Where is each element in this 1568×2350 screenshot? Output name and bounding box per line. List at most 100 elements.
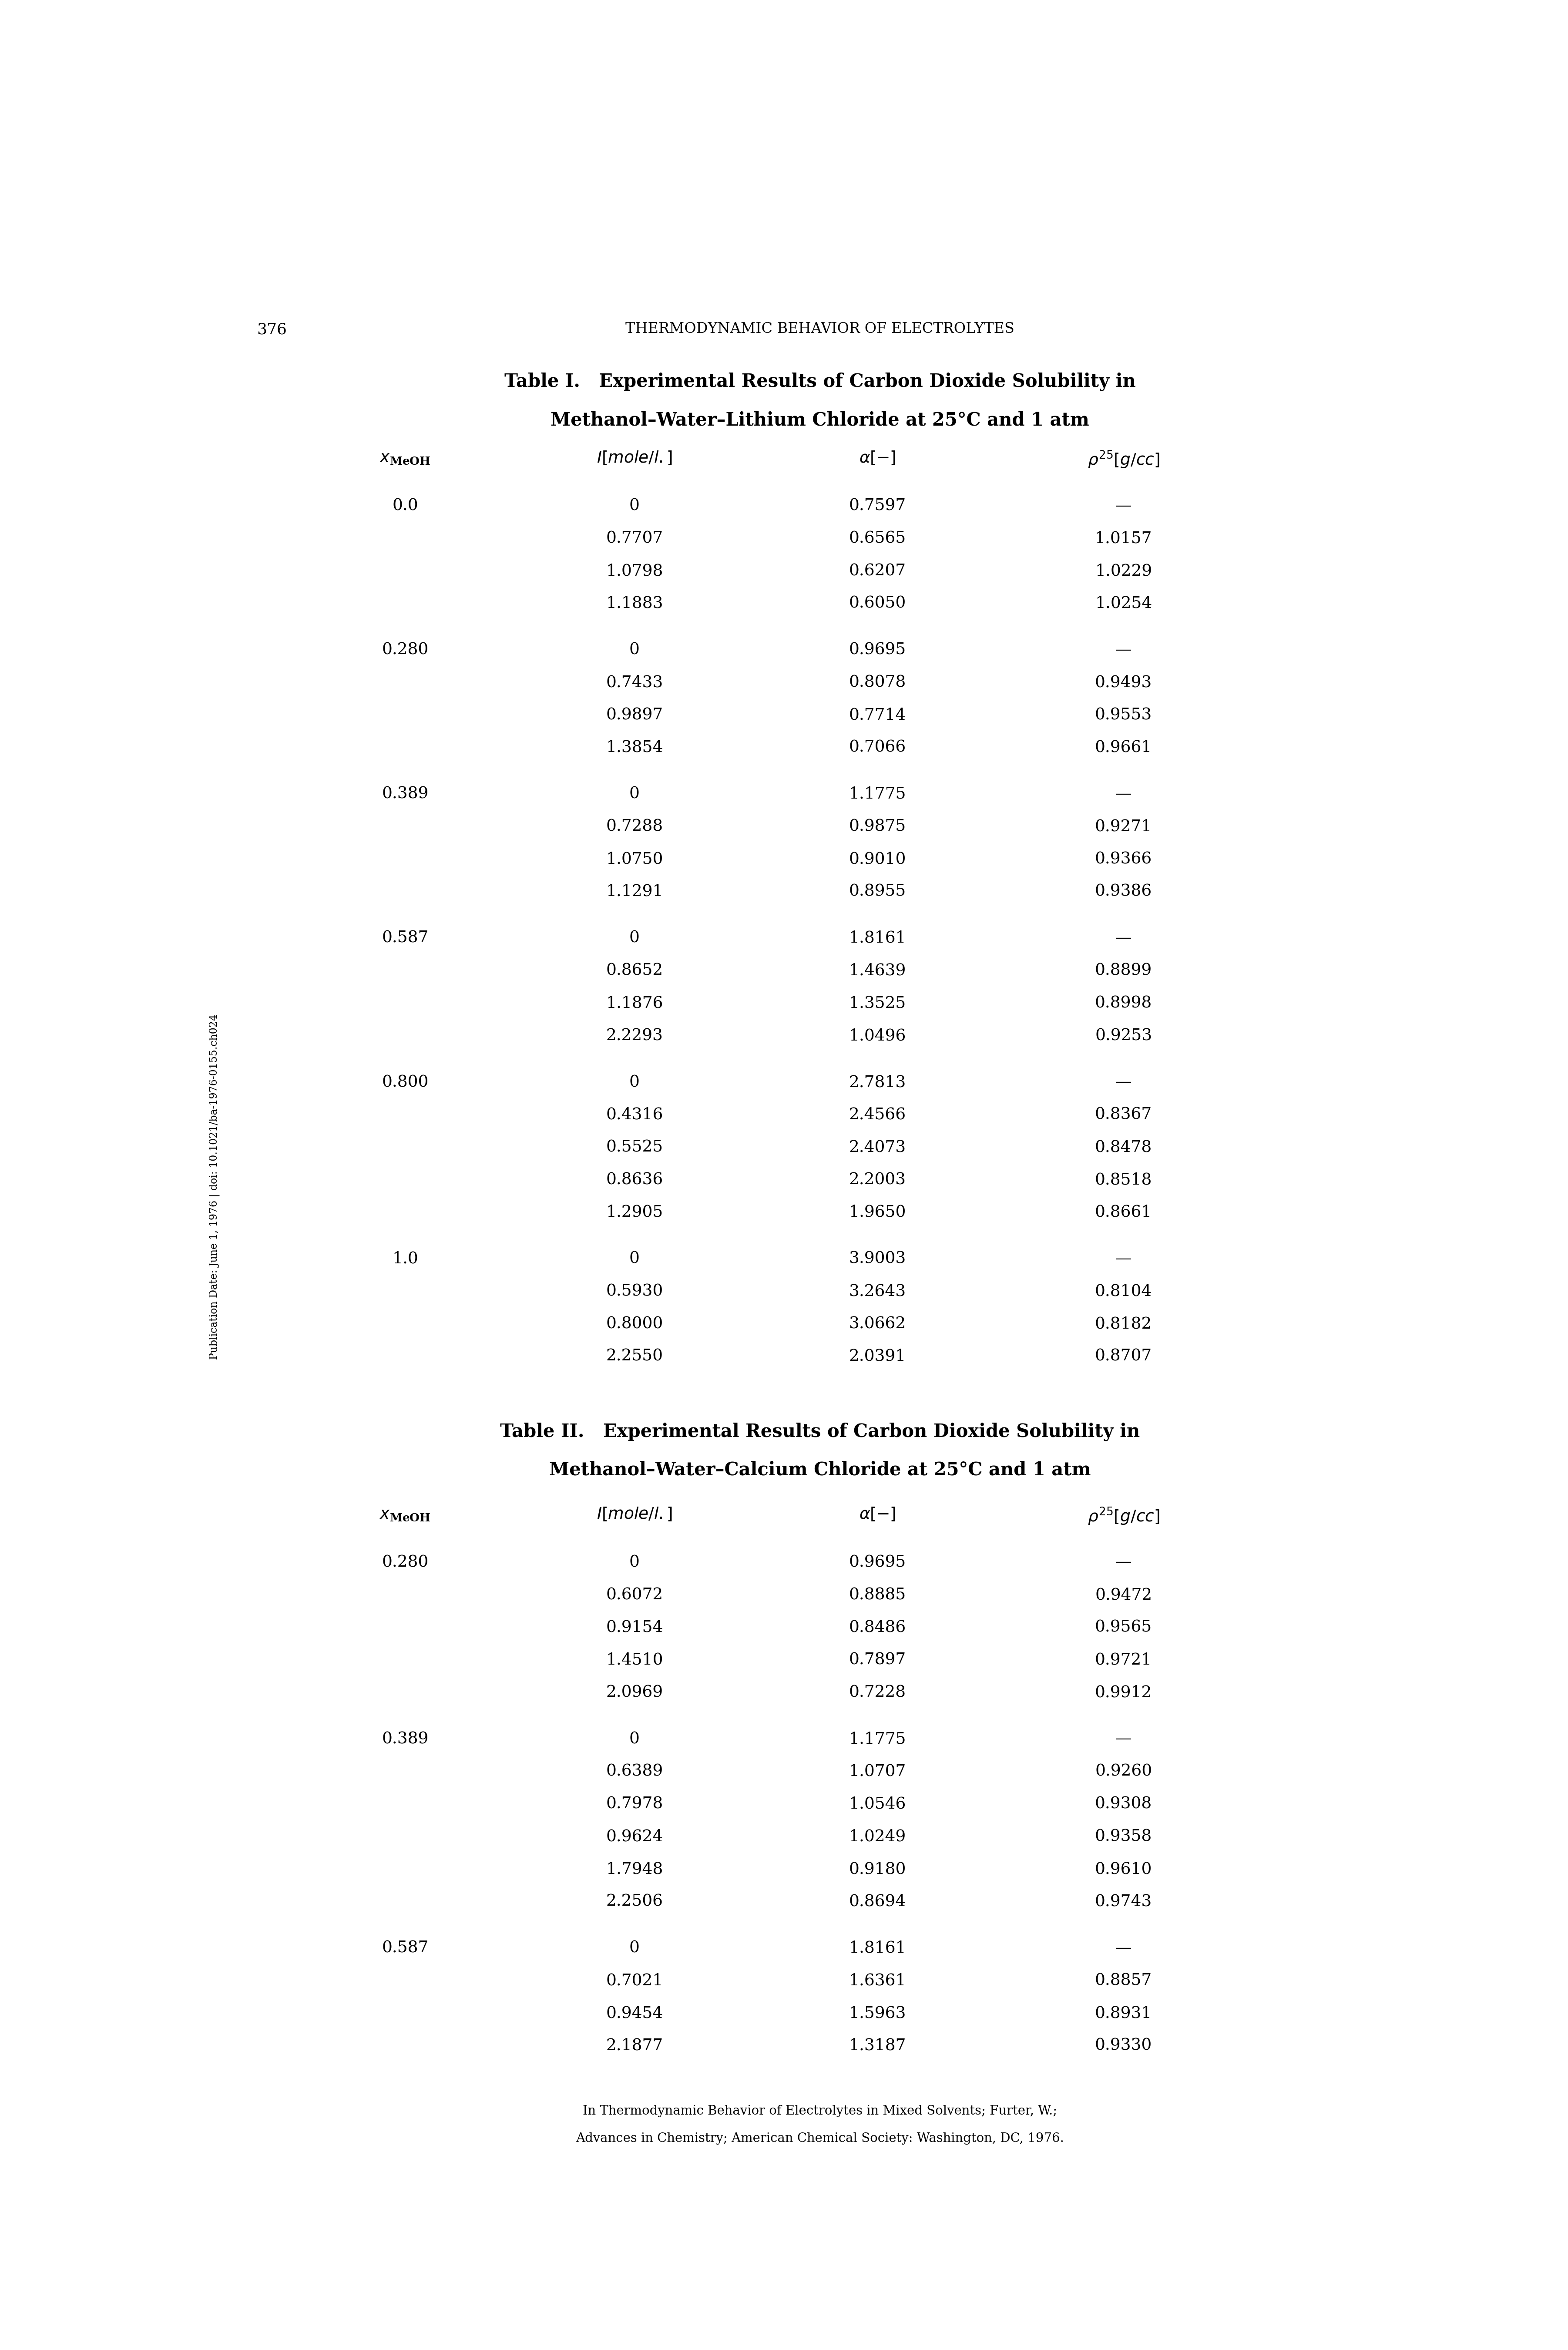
- Text: 0.9010: 0.9010: [848, 851, 906, 867]
- Text: 2.0969: 2.0969: [605, 1685, 663, 1701]
- Text: 376: 376: [257, 322, 287, 336]
- Text: 0.8707: 0.8707: [1094, 1349, 1152, 1365]
- Text: 1.0229: 1.0229: [1094, 564, 1152, 578]
- Text: 0.7897: 0.7897: [848, 1652, 906, 1668]
- Text: —: —: [1115, 498, 1132, 515]
- Text: 0.9260: 0.9260: [1094, 1765, 1152, 1779]
- Text: 1.1775: 1.1775: [848, 787, 906, 801]
- Text: Publication Date: June 1, 1976 | doi: 10.1021/ba-1976-0155.ch024: Publication Date: June 1, 1976 | doi: 10…: [209, 1013, 220, 1361]
- Text: Table II.   Experimental Results of Carbon Dioxide Solubility in: Table II. Experimental Results of Carbon…: [500, 1422, 1140, 1441]
- Text: 1.8161: 1.8161: [848, 931, 906, 947]
- Text: 0.8652: 0.8652: [605, 964, 663, 978]
- Text: 0.9366: 0.9366: [1094, 851, 1152, 867]
- Text: 0.7597: 0.7597: [848, 498, 906, 515]
- Text: 0.8000: 0.8000: [605, 1316, 663, 1332]
- Text: 0.9454: 0.9454: [605, 2005, 663, 2021]
- Text: $\alpha[-]$: $\alpha[-]$: [859, 1506, 895, 1523]
- Text: 1.5963: 1.5963: [848, 2005, 906, 2021]
- Text: 0.0: 0.0: [392, 498, 419, 515]
- Text: —: —: [1115, 1941, 1132, 1955]
- Text: 1.0249: 1.0249: [848, 1828, 906, 1845]
- Text: 0.5525: 0.5525: [605, 1140, 663, 1156]
- Text: 0: 0: [629, 1556, 640, 1570]
- Text: 0: 0: [629, 1941, 640, 1955]
- Text: 0.6050: 0.6050: [848, 595, 906, 611]
- Text: 0: 0: [629, 787, 640, 801]
- Text: In Thermodynamic Behavior of Electrolytes in Mixed Solvents; Furter, W.;: In Thermodynamic Behavior of Electrolyte…: [583, 2106, 1057, 2117]
- Text: 0.9553: 0.9553: [1094, 707, 1152, 724]
- Text: 0.9493: 0.9493: [1094, 674, 1152, 691]
- Text: —: —: [1115, 1732, 1132, 1746]
- Text: 1.0750: 1.0750: [605, 851, 663, 867]
- Text: 0.8182: 0.8182: [1094, 1316, 1152, 1332]
- Text: 0.587: 0.587: [381, 1941, 428, 1955]
- Text: $I[mole/l.]$: $I[mole/l.]$: [596, 1506, 673, 1523]
- Text: 2.4073: 2.4073: [848, 1140, 906, 1156]
- Text: 1.1775: 1.1775: [848, 1732, 906, 1746]
- Text: 2.7813: 2.7813: [848, 1074, 906, 1090]
- Text: 1.1876: 1.1876: [605, 996, 663, 1010]
- Text: 0.8486: 0.8486: [848, 1619, 906, 1636]
- Text: —: —: [1115, 642, 1132, 658]
- Text: 1.3525: 1.3525: [848, 996, 906, 1010]
- Text: 0.9721: 0.9721: [1094, 1652, 1152, 1668]
- Text: 0.6565: 0.6565: [848, 531, 906, 545]
- Text: 2.1877: 2.1877: [605, 2037, 663, 2054]
- Text: 0.8078: 0.8078: [848, 674, 906, 691]
- Text: 0.9695: 0.9695: [848, 642, 906, 658]
- Text: 0.9180: 0.9180: [848, 1861, 906, 1878]
- Text: 0.9875: 0.9875: [848, 818, 906, 834]
- Text: 1.1291: 1.1291: [605, 884, 663, 900]
- Text: 0.6072: 0.6072: [605, 1586, 663, 1603]
- Text: 2.2506: 2.2506: [605, 1894, 663, 1911]
- Text: $\rho^{25}[g/cc]$: $\rho^{25}[g/cc]$: [1088, 449, 1160, 470]
- Text: 0.9695: 0.9695: [848, 1556, 906, 1570]
- Text: 0.8857: 0.8857: [1094, 1974, 1152, 1988]
- Text: 0.5930: 0.5930: [605, 1283, 663, 1300]
- Text: 1.1883: 1.1883: [605, 595, 663, 611]
- Text: 1.0: 1.0: [392, 1250, 419, 1267]
- Text: 0.9897: 0.9897: [605, 707, 663, 724]
- Text: —: —: [1115, 1556, 1132, 1570]
- Text: $x_{\mathregular{MeOH}}$: $x_{\mathregular{MeOH}}$: [379, 1506, 431, 1523]
- Text: 0.7066: 0.7066: [848, 740, 906, 754]
- Text: 0.9330: 0.9330: [1094, 2037, 1152, 2054]
- Text: 1.0157: 1.0157: [1094, 531, 1152, 545]
- Text: 0.8998: 0.8998: [1094, 996, 1152, 1010]
- Text: 0.9624: 0.9624: [605, 1828, 663, 1845]
- Text: 0.9661: 0.9661: [1094, 740, 1152, 754]
- Text: 1.8161: 1.8161: [848, 1941, 906, 1955]
- Text: 2.0391: 2.0391: [848, 1349, 906, 1365]
- Text: 2.2550: 2.2550: [605, 1349, 663, 1365]
- Text: 0.6207: 0.6207: [848, 564, 906, 578]
- Text: 0.8694: 0.8694: [848, 1894, 906, 1911]
- Text: 1.9650: 1.9650: [848, 1206, 906, 1220]
- Text: 2.2003: 2.2003: [848, 1173, 906, 1187]
- Text: 0.7228: 0.7228: [848, 1685, 906, 1701]
- Text: 0: 0: [629, 1074, 640, 1090]
- Text: 1.0798: 1.0798: [605, 564, 663, 578]
- Text: 0.7978: 0.7978: [605, 1795, 663, 1812]
- Text: 1.0707: 1.0707: [848, 1765, 906, 1779]
- Text: 0.9610: 0.9610: [1094, 1861, 1152, 1878]
- Text: 0.9358: 0.9358: [1094, 1828, 1152, 1845]
- Text: 0.389: 0.389: [381, 1732, 428, 1746]
- Text: —: —: [1115, 787, 1132, 801]
- Text: 1.3854: 1.3854: [605, 740, 663, 754]
- Text: 0: 0: [629, 642, 640, 658]
- Text: 0.7433: 0.7433: [605, 674, 663, 691]
- Text: 2.4566: 2.4566: [848, 1107, 906, 1123]
- Text: 0.8636: 0.8636: [605, 1173, 663, 1187]
- Text: Table I.   Experimental Results of Carbon Dioxide Solubility in: Table I. Experimental Results of Carbon …: [505, 374, 1135, 390]
- Text: 0: 0: [629, 931, 640, 947]
- Text: 0.8478: 0.8478: [1094, 1140, 1152, 1156]
- Text: THERMODYNAMIC BEHAVIOR OF ELECTROLYTES: THERMODYNAMIC BEHAVIOR OF ELECTROLYTES: [626, 322, 1014, 336]
- Text: —: —: [1115, 1250, 1132, 1267]
- Text: 1.3187: 1.3187: [848, 2037, 906, 2054]
- Text: 0.587: 0.587: [381, 931, 428, 947]
- Text: 1.0546: 1.0546: [848, 1795, 906, 1812]
- Text: 1.7948: 1.7948: [605, 1861, 663, 1878]
- Text: 0.7707: 0.7707: [605, 531, 663, 545]
- Text: 0.8899: 0.8899: [1094, 964, 1152, 978]
- Text: 0.9472: 0.9472: [1094, 1586, 1152, 1603]
